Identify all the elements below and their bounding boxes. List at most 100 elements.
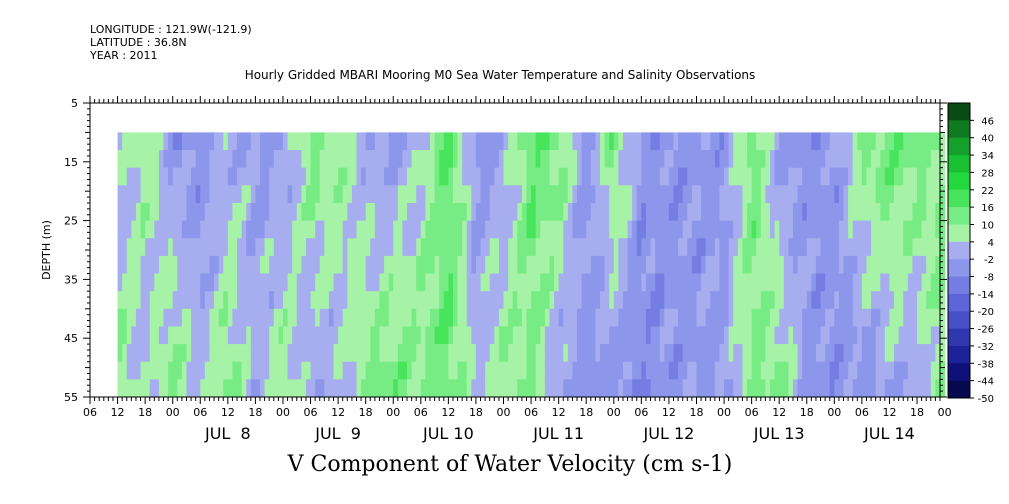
heatmap-cell	[411, 132, 417, 151]
heatmap-cell	[829, 308, 835, 328]
heatmap-cell	[710, 273, 716, 292]
heatmap-cell	[434, 132, 440, 151]
heatmap-cell	[172, 255, 178, 275]
heatmap-cell	[691, 326, 698, 345]
heatmap-cell	[691, 185, 698, 204]
heatmap-cell	[884, 379, 891, 398]
heatmap-cell	[517, 167, 523, 186]
heatmap-cell	[498, 273, 505, 292]
heatmap-cell	[622, 308, 629, 328]
heatmap-cell	[531, 220, 537, 239]
heatmap-cell	[466, 150, 472, 169]
heatmap-cell	[503, 238, 509, 257]
heatmap-cell	[774, 255, 780, 275]
heatmap-cell	[802, 308, 808, 328]
heatmap-cell	[779, 132, 785, 151]
heatmap-cell	[875, 326, 881, 345]
heatmap-cell	[186, 132, 192, 151]
heatmap-cell	[264, 167, 270, 186]
heatmap-cell	[351, 132, 358, 151]
heatmap-cell	[200, 361, 206, 380]
heatmap-cell	[158, 185, 165, 204]
heatmap-cell	[673, 344, 679, 363]
heatmap-cell	[756, 167, 762, 186]
heatmap-cell	[783, 308, 789, 328]
heatmap-cell	[701, 361, 707, 380]
heatmap-cell	[494, 273, 500, 292]
heatmap-cell	[131, 238, 137, 257]
heatmap-cell	[567, 150, 574, 169]
heatmap-cell	[581, 273, 587, 292]
heatmap-cell	[131, 150, 137, 169]
heatmap-cell	[691, 344, 698, 363]
heatmap-cell	[563, 326, 569, 345]
heatmap-cell	[250, 167, 256, 186]
heatmap-cell	[526, 202, 532, 222]
heatmap-cell	[719, 220, 725, 239]
heatmap-cell	[641, 308, 647, 328]
heatmap-cell	[269, 273, 275, 292]
heatmap-cell	[393, 167, 399, 186]
heatmap-cell	[622, 167, 629, 186]
heatmap-cell	[655, 167, 661, 186]
heatmap-cell	[218, 202, 224, 222]
heatmap-cell	[563, 308, 569, 328]
heatmap-cell	[917, 132, 923, 151]
heatmap-cell	[452, 167, 459, 186]
colorbar-frame	[947, 102, 971, 399]
heatmap-cell	[792, 220, 799, 239]
heatmap-cell	[255, 167, 261, 186]
heatmap-cell	[452, 238, 459, 257]
heatmap-cell	[370, 326, 376, 345]
heatmap-cell	[737, 167, 744, 186]
heatmap-cell	[475, 167, 482, 186]
heatmap-cell	[531, 150, 537, 169]
heatmap-cell	[315, 255, 321, 275]
heatmap-cell	[255, 220, 261, 239]
heatmap-cell	[181, 220, 188, 239]
heatmap-cell	[273, 344, 279, 363]
heatmap-cell	[351, 361, 358, 380]
heatmap-cell	[145, 132, 151, 151]
heatmap-cell	[434, 167, 440, 186]
heatmap-cell	[448, 326, 454, 345]
heatmap-cell	[567, 379, 574, 398]
heatmap-cell	[149, 308, 155, 328]
heatmap-cell	[724, 185, 730, 204]
heatmap-cell	[687, 308, 693, 328]
heatmap-cell	[590, 255, 596, 275]
heatmap-cell	[852, 167, 858, 186]
heatmap-cell	[590, 150, 596, 169]
heatmap-cell	[315, 132, 321, 151]
heatmap-cell	[333, 291, 339, 310]
heatmap-cell	[935, 255, 941, 275]
heatmap-cell	[361, 255, 367, 275]
heatmap-cell	[324, 167, 330, 186]
heatmap-cell	[200, 326, 206, 345]
heatmap-cell	[540, 344, 546, 363]
heatmap-cell	[310, 150, 316, 169]
heatmap-cell	[806, 379, 812, 398]
heatmap-cell	[894, 326, 900, 345]
heatmap-cell	[407, 344, 413, 363]
heatmap-cell	[310, 220, 316, 239]
heatmap-cell	[728, 344, 734, 363]
heatmap-cell	[269, 150, 275, 169]
heatmap-cell	[733, 150, 739, 169]
heatmap-cell	[742, 379, 748, 398]
heatmap-cell	[310, 185, 316, 204]
heatmap-cell	[397, 220, 404, 239]
heatmap-cell	[751, 273, 757, 292]
heatmap-cell	[659, 255, 665, 275]
heatmap-cell	[250, 379, 256, 398]
heatmap-cell	[439, 150, 445, 169]
heatmap-cell	[384, 167, 390, 186]
heatmap-cell	[866, 132, 872, 151]
heatmap-cell	[388, 220, 394, 239]
heatmap-cell	[613, 291, 619, 310]
heatmap-cell	[770, 291, 776, 310]
heatmap-cell	[554, 379, 560, 398]
heatmap-cell	[701, 291, 707, 310]
heatmap-cell	[191, 291, 197, 310]
heatmap-cell	[154, 255, 160, 275]
